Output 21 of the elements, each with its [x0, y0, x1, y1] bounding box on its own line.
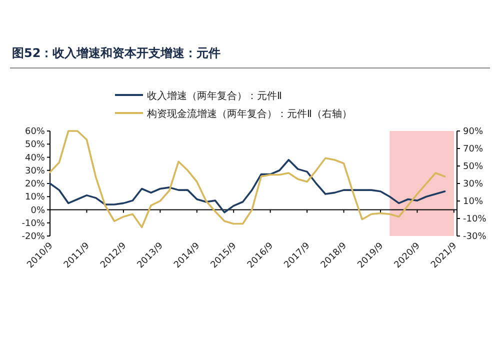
y-tick-label: 10%: [24, 192, 46, 203]
legend-label: 构资现金流增速（两年复合）：元件Ⅱ（右轴）: [146, 108, 352, 120]
legend-label: 收入增速（两年复合）：元件Ⅱ: [147, 90, 282, 102]
y-tick-label: 20%: [24, 180, 46, 190]
y2-tick-label: -30%: [463, 232, 487, 242]
y-tick-label: 50%: [24, 140, 46, 150]
y-tick-label: -10%: [22, 218, 46, 229]
y2-tick-label: 10%: [463, 197, 484, 207]
y2-tick-label: -10%: [463, 214, 487, 224]
y2-tick-label: 70%: [463, 144, 484, 154]
line-series: [49, 130, 446, 228]
y-tick-label: 0%: [30, 206, 46, 216]
line-series: [49, 158, 446, 214]
y-tick-label: -20%: [22, 232, 46, 242]
y2-tick-label: 30%: [463, 180, 484, 190]
chart-title: 图52：收入增速和资本开支增速：元件: [12, 46, 221, 60]
y2-tick-label: 50%: [463, 162, 484, 172]
y-tick-label: 30%: [24, 166, 46, 176]
y2-tick-label: 90%: [463, 127, 484, 137]
y-tick-label: 40%: [24, 153, 46, 164]
y-tick-label: 60%: [24, 127, 46, 137]
